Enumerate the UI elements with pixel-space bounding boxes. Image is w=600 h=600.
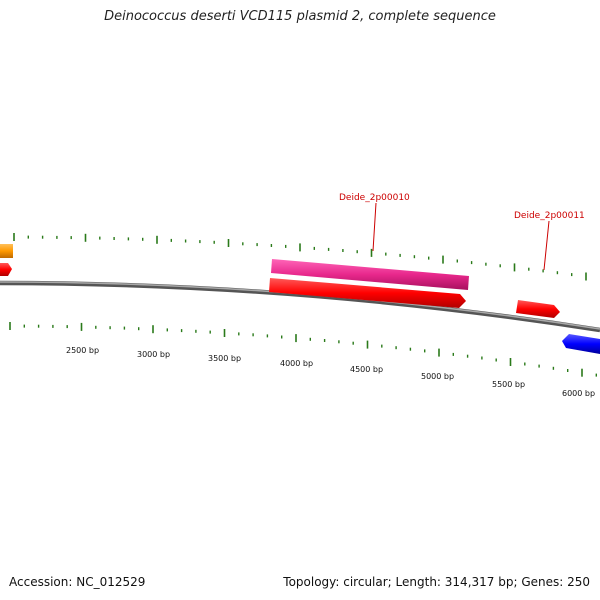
map-title: Deinococcus deserti VCD115 plasmid 2, co…: [104, 9, 496, 24]
scale-label: 5500 bp: [492, 380, 525, 389]
gene-feature-red-long[interactable]: [269, 278, 466, 308]
scale-label: 2500 bp: [66, 346, 99, 355]
scale-label: 4000 bp: [280, 359, 313, 368]
scale-label: 4500 bp: [350, 365, 383, 374]
gene-label-deide-2p00010[interactable]: Deide_2p00010: [339, 193, 410, 203]
accession-text: Accession: NC_012529: [9, 575, 146, 589]
gene-feature-pink[interactable]: [271, 259, 469, 290]
scale-label: 6000 bp: [562, 389, 595, 398]
gene-feature-red-short[interactable]: [516, 300, 560, 318]
upper-tick-ring: [13, 233, 587, 281]
gene-label-leader-2p00010: [372, 202, 377, 252]
scale-label: 3000 bp: [137, 350, 170, 359]
scale-label: 3500 bp: [208, 354, 241, 363]
scale-label: 5000 bp: [421, 372, 454, 381]
gene-feature-orange[interactable]: [0, 244, 13, 258]
genome-summary-text: Topology: circular; Length: 314,317 bp; …: [283, 575, 590, 589]
genome-backbone: [0, 280, 600, 333]
scale-tick-ring: [9, 322, 597, 377]
gene-feature-red-left[interactable]: [0, 263, 12, 276]
gene-label-deide-2p00011[interactable]: Deide_2p00011: [514, 211, 585, 221]
gene-feature-blue[interactable]: [562, 334, 600, 354]
gene-label-leader-2p00011: [543, 220, 550, 271]
